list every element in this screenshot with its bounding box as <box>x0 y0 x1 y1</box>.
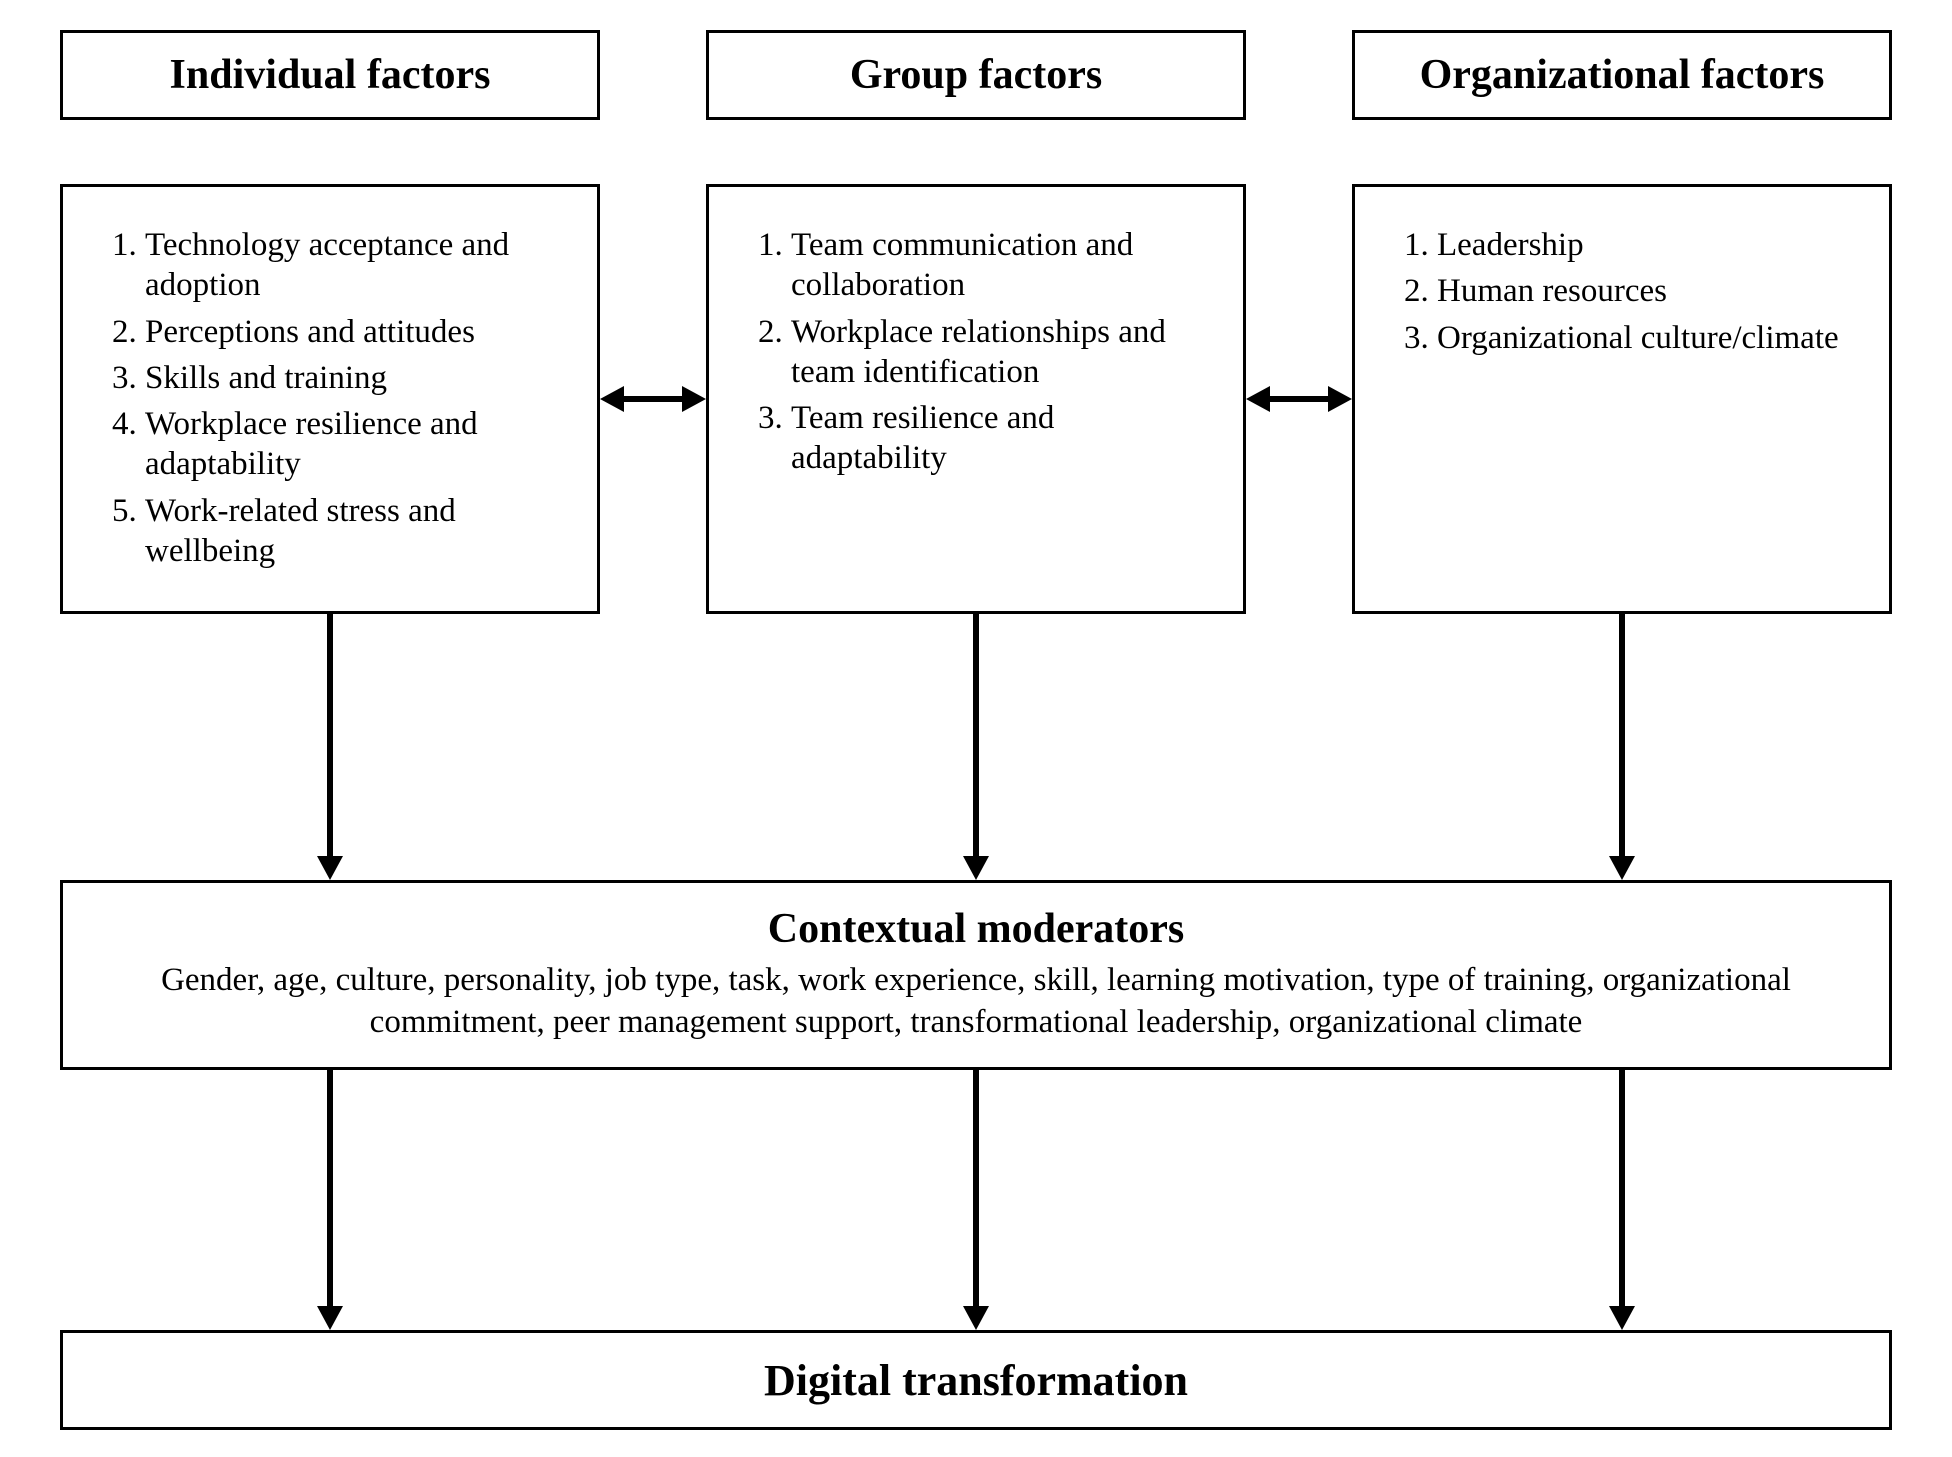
contextual-moderators-box: Contextual moderators Gender, age, cultu… <box>60 880 1892 1070</box>
header-group-label: Group factors <box>850 51 1102 99</box>
header-group-factors: Group factors <box>706 30 1246 120</box>
list-org: Leadership Human resources Organizational … <box>1403 225 1851 358</box>
list-group: Team communication and collaborationWork… <box>757 225 1205 479</box>
list-item: Leadership <box>1437 225 1851 265</box>
list-item: Organizational culture/climate <box>1437 318 1851 358</box>
content-organizational-factors: Leadership Human resources Organizational … <box>1352 184 1892 614</box>
header-individual-label: Individual factors <box>170 51 491 99</box>
content-group-factors: Team communication and collaborationWork… <box>706 184 1246 614</box>
header-org-label: Organizational factors <box>1420 51 1825 99</box>
content-individual-factors: Technology acceptance and adoption Percep… <box>60 184 600 614</box>
digital-transformation-box: Digital transformation <box>60 1330 1892 1430</box>
list-individual: Technology acceptance and adoption Percep… <box>111 225 559 571</box>
list-item: Work-related stress and wellbeing <box>145 491 559 572</box>
list-item: Team communication and collaboration <box>791 225 1205 306</box>
diagram-canvas: Individual factors Group factors Organiz… <box>0 0 1952 1457</box>
list-item: Skills and training <box>145 358 559 398</box>
list-item: Team resilience and adaptability <box>791 398 1205 479</box>
list-item: Technology acceptance and adoption <box>145 225 559 306</box>
outcome-label: Digital transformation <box>764 1355 1188 1406</box>
list-item: Workplace relationships and team identif… <box>791 312 1205 393</box>
list-item: Human resources <box>1437 271 1851 311</box>
list-item: Workplace resilience and adaptability <box>145 404 559 485</box>
list-item: Perceptions and attitudes <box>145 312 559 352</box>
moderators-title: Contextual moderators <box>123 905 1829 953</box>
header-organizational-factors: Organizational factors <box>1352 30 1892 120</box>
moderators-text: Gender, age, culture, personality, job t… <box>123 959 1829 1043</box>
header-individual-factors: Individual factors <box>60 30 600 120</box>
